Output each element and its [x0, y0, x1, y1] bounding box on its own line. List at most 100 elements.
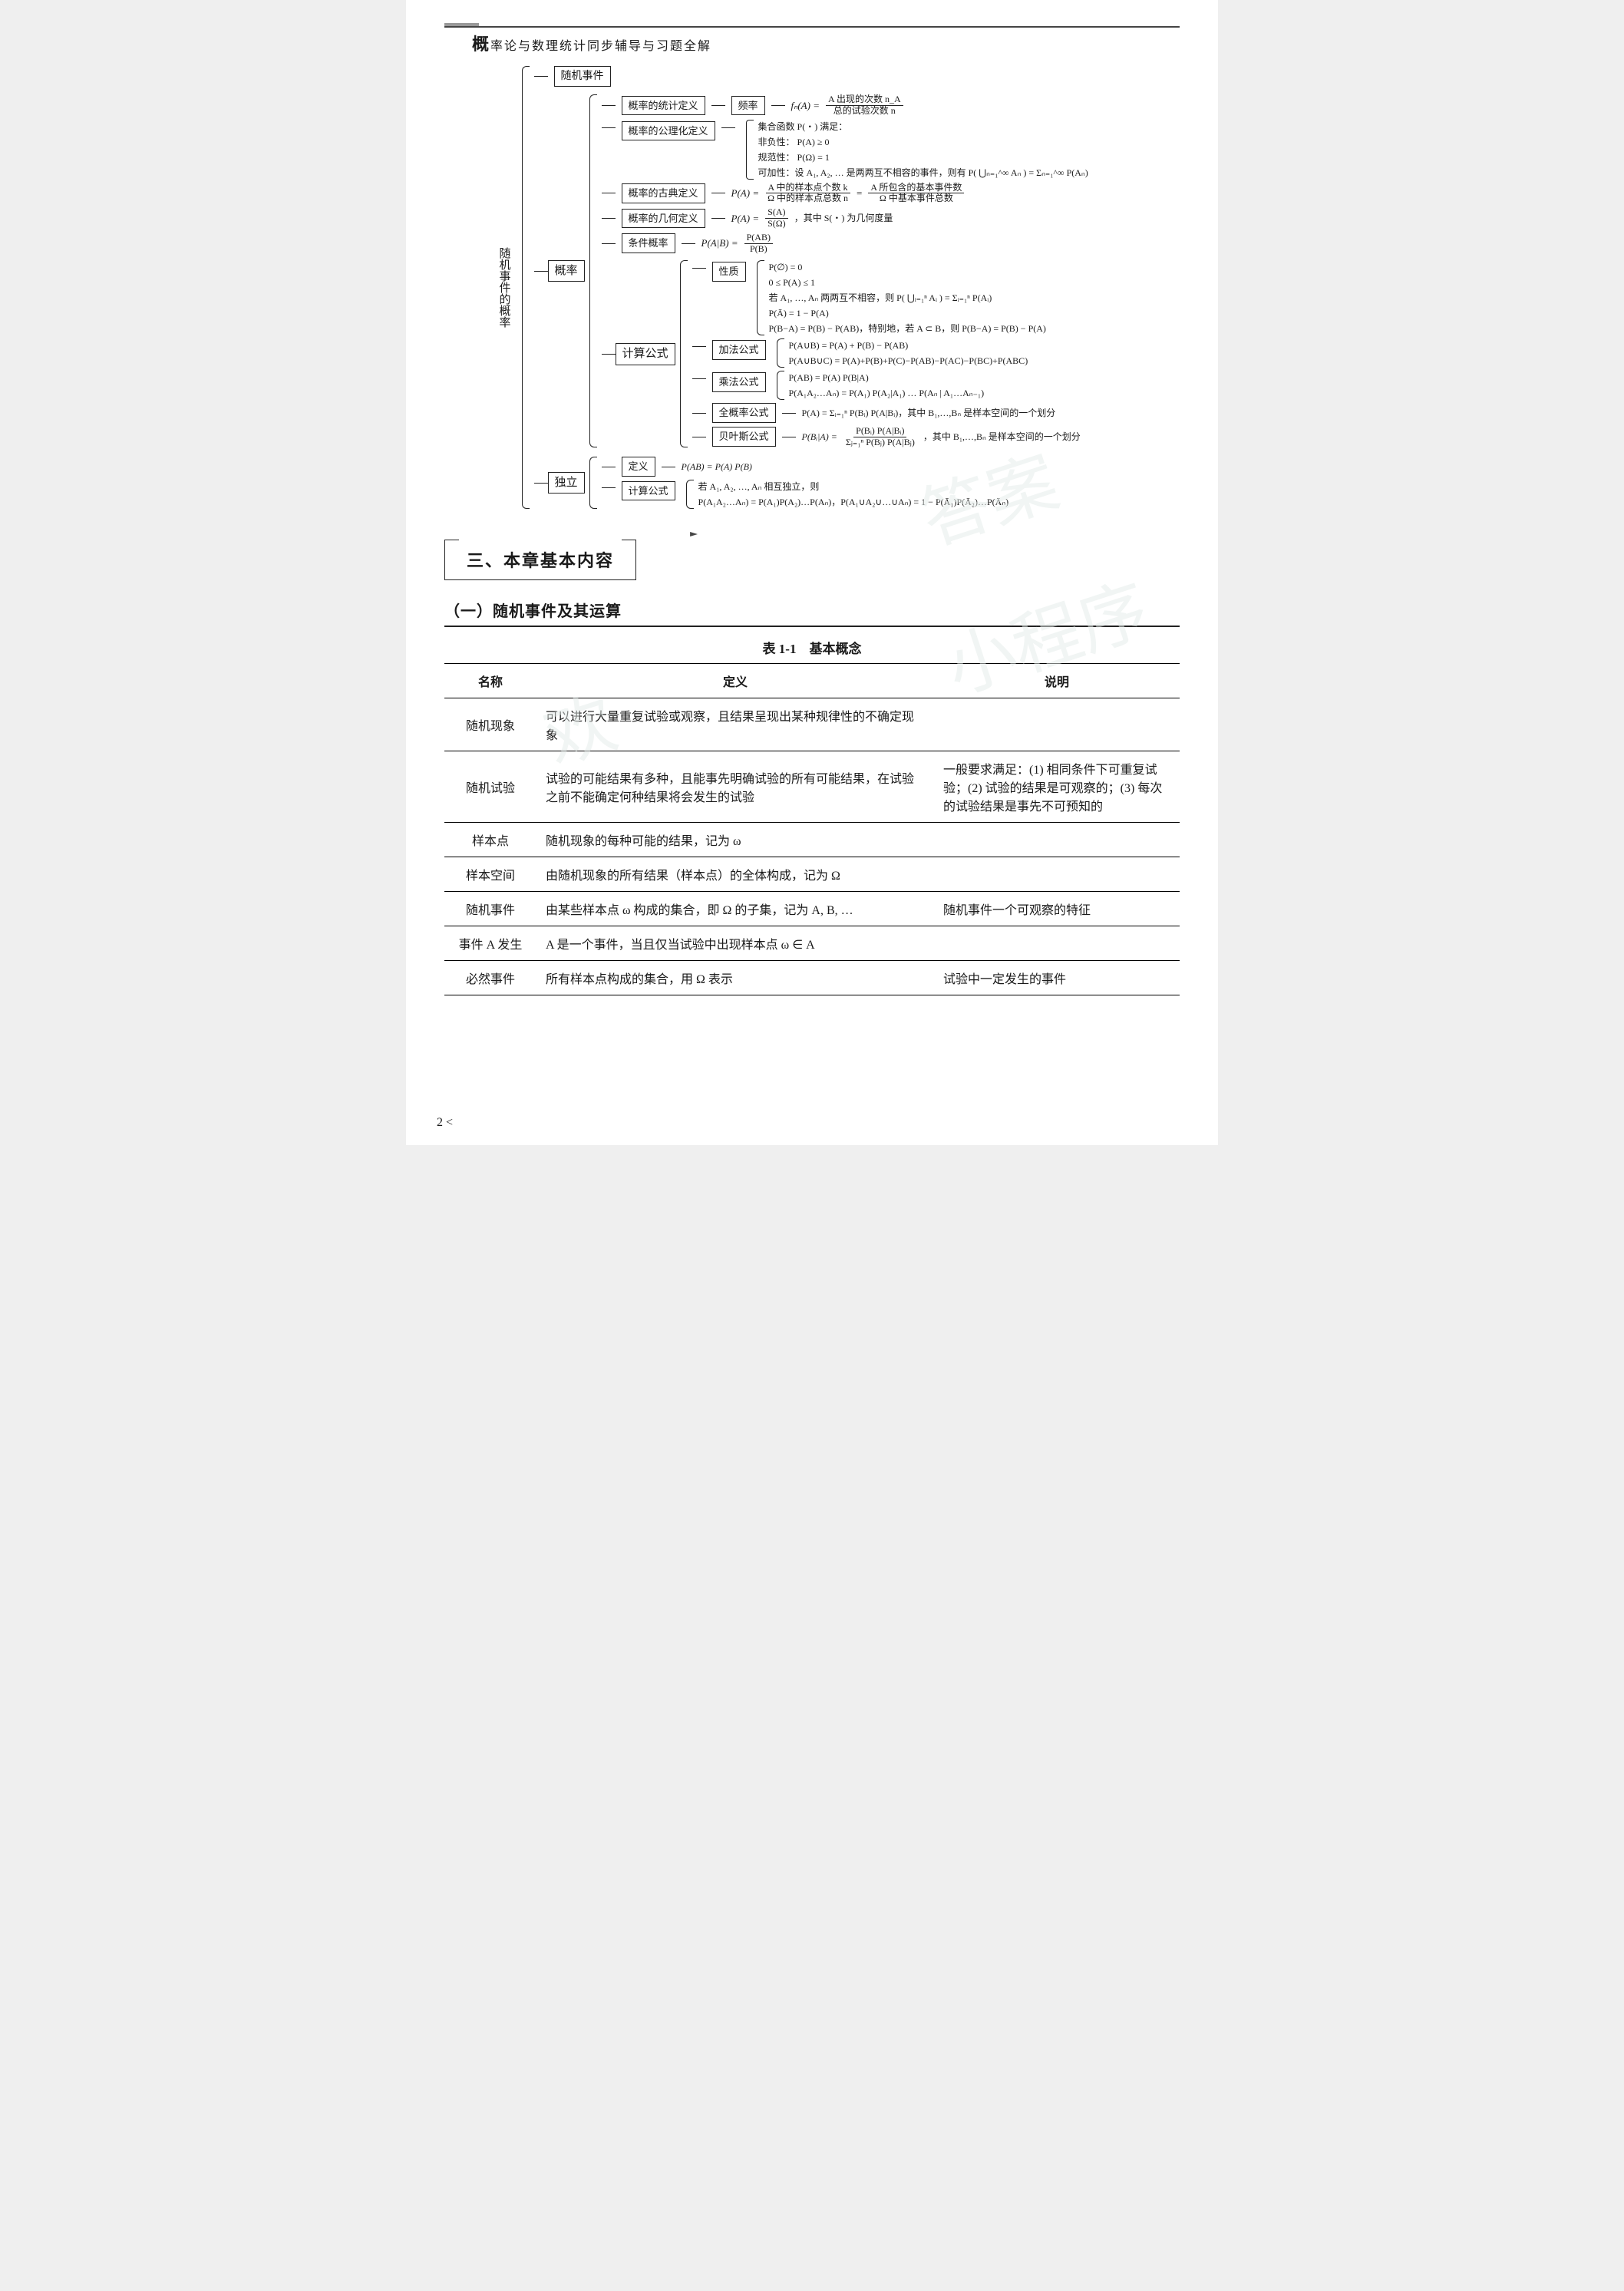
prop-3: 若 A₁, …, Aₙ 两两互不相容，则 P( ⋃ᵢ₌₁ⁿ Aᵢ ) = Σᵢ₌… — [769, 291, 1046, 305]
cell-def: 试验的可能结果有多种，且能事先明确试验的所有可能结果，在试验之前不能确定何种结果… — [536, 751, 934, 822]
bayes-den: Σⱼ₌₁ⁿ P(Bⱼ) P(A|Bⱼ) — [843, 437, 917, 448]
add-1: P(A∪B) = P(A) + P(B) − P(AB) — [789, 338, 1028, 352]
bracket — [777, 371, 784, 400]
cell-def: 随机现象的每种可能的结果，记为 ω — [536, 822, 934, 857]
cell-name: 随机现象 — [444, 698, 536, 751]
connector — [534, 483, 548, 484]
bracket — [589, 94, 597, 447]
node-geom-def: 概率的几何定义 — [622, 209, 705, 229]
node-independence: 独立 — [548, 472, 585, 494]
indep-calc-group: 若 A₁, A₂, …, Aₙ 相互独立，则 P(A₁A₂…Aₙ) = P(A₁… — [682, 480, 1009, 509]
table-row: 事件 A 发生 A 是一个事件，当且仅当试验中出现样本点 ω ∈ A — [444, 926, 1180, 960]
cell-def: 所有样本点构成的集合，用 Ω 表示 — [536, 960, 934, 995]
cell-name: 随机试验 — [444, 751, 536, 822]
indep-def-expr: P(AB) = P(A) P(B) — [682, 460, 752, 474]
cell-name: 样本点 — [444, 822, 536, 857]
connector — [711, 218, 725, 219]
bracket — [777, 338, 784, 368]
connector — [534, 271, 548, 272]
prop-group: P(∅) = 0 0 ≤ P(A) ≤ 1 若 A₁, …, Aₙ 两两互不相容… — [752, 260, 1046, 335]
cond-lhs: P(A|B) = — [701, 236, 738, 251]
connector — [771, 105, 785, 106]
freq-numerator: A 出现的次数 n_A — [826, 94, 903, 106]
geom-frac: S(A) S(Ω) — [765, 207, 788, 229]
prop-2: 0 ≤ P(A) ≤ 1 — [769, 276, 1046, 289]
cell-name: 事件 A 发生 — [444, 926, 536, 960]
cell-desc — [934, 857, 1180, 891]
node-total-prob: 全概率公式 — [712, 403, 776, 423]
bayes-lhs: P(Bᵢ|A) = — [802, 430, 837, 444]
root-label: 随机事件的概率 — [490, 66, 517, 509]
add-2: P(A∪B∪C) = P(A)+P(B)+P(C)−P(AB)−P(AC)−P(… — [789, 354, 1028, 368]
connector — [721, 127, 735, 128]
mul-2: P(A₁A₂…Aₙ) = P(A₁) P(A₂|A₁) … P(Aₙ | A₁…… — [789, 386, 985, 400]
th-name: 名称 — [444, 663, 536, 698]
section-title: 三、本章基本内容 — [444, 540, 636, 580]
bayes-num: P(Bᵢ) P(A|Bᵢ) — [853, 426, 906, 437]
axiom-group: 集合函数 P(・) 满足： 非负性： P(A) ≥ 0 规范性： P(Ω) = … — [741, 120, 1088, 180]
cond-den: P(B) — [748, 244, 770, 255]
connector — [692, 346, 706, 347]
geom-tail: ，其中 S(・) 为几何度量 — [794, 211, 893, 225]
classic-eq: = — [857, 186, 862, 201]
axiom-2: 规范性： P(Ω) = 1 — [758, 150, 1088, 164]
bayes-tail: ，其中 B₁,…,Bₙ 是样本空间的一个划分 — [923, 430, 1081, 444]
indep-c2: P(A₁A₂…Aₙ) = P(A₁)P(A₂)…P(Aₙ)，P(A₁∪A₂∪…∪… — [698, 495, 1009, 509]
table-row: 随机事件 由某些样本点 ω 构成的集合，即 Ω 的子集，记为 A, B, … 随… — [444, 891, 1180, 926]
connector — [602, 487, 616, 488]
cell-def: 由某些样本点 ω 构成的集合，即 Ω 的子集，记为 A, B, … — [536, 891, 934, 926]
node-axiom-def: 概率的公理化定义 — [622, 121, 715, 141]
running-head-prefix: 概 — [472, 35, 490, 54]
node-classic-def: 概率的古典定义 — [622, 183, 705, 203]
node-bayes: 贝叶斯公式 — [712, 427, 776, 447]
connector — [682, 243, 695, 244]
cell-name: 随机事件 — [444, 891, 536, 926]
running-head: 概率论与数理统计同步辅导与习题全解 — [472, 31, 1180, 55]
connector — [602, 243, 616, 244]
classic-den: Ω 中的样本点总数 n — [765, 193, 850, 204]
bracket — [680, 260, 688, 447]
cell-desc: 随机事件一个可观察的特征 — [934, 891, 1180, 926]
freq-denominator: 总的试验次数 n — [831, 106, 898, 117]
cell-def: A 是一个事件，当且仅当试验中出现样本点 ω ∈ A — [536, 926, 934, 960]
connector — [692, 413, 706, 414]
axiom-1: 非负性： P(A) ≥ 0 — [758, 135, 1088, 149]
node-stat-def: 概率的统计定义 — [622, 96, 705, 116]
cell-desc — [934, 926, 1180, 960]
connector — [534, 76, 548, 77]
freq-expr-lhs: fₙ(A) = — [791, 98, 820, 114]
connector — [692, 268, 706, 269]
indep-c1: 若 A₁, A₂, …, Aₙ 相互独立，则 — [698, 480, 1009, 494]
table-row: 样本点 随机现象的每种可能的结果，记为 ω — [444, 822, 1180, 857]
connector — [602, 218, 616, 219]
add-group: P(A∪B) = P(A) + P(B) − P(AB) P(A∪B∪C) = … — [772, 338, 1028, 368]
bracket — [757, 260, 764, 335]
th-def: 定义 — [536, 663, 934, 698]
page: 小程序 答案 欢 概率论与数理统计同步辅导与习题全解 随机事件的概率 随机事件 … — [406, 0, 1218, 1145]
th-desc: 说明 — [934, 663, 1180, 698]
connector — [602, 127, 616, 128]
node-random-event: 随机事件 — [554, 66, 611, 87]
cell-def: 可以进行大量重复试验或观察，且结果呈现出某种规律性的不确定现象 — [536, 698, 934, 751]
prop-4: P(Ā) = 1 − P(A) — [769, 306, 1046, 320]
axiom-3: 可加性：设 A₁, A₂, … 是两两互不相容的事件，则有 P( ⋃ₙ₌₁^∞ … — [758, 166, 1088, 180]
table-row: 样本空间 由随机现象的所有结果（样本点）的全体构成，记为 Ω — [444, 857, 1180, 891]
geom-lhs: P(A) = — [731, 211, 760, 226]
node-calc: 计算公式 — [616, 343, 675, 365]
cell-name: 样本空间 — [444, 857, 536, 891]
table-header-row: 名称 定义 说明 — [444, 663, 1180, 698]
connector — [782, 413, 796, 414]
table-title: 表 1-1 基本概念 — [444, 638, 1180, 657]
prop-1: P(∅) = 0 — [769, 260, 1046, 274]
top-rule — [444, 23, 1180, 28]
cell-desc: 一般要求满足：(1) 相同条件下可重复试验；(2) 试验的结果是可观察的；(3)… — [934, 751, 1180, 822]
node-indep-def: 定义 — [622, 457, 655, 477]
prop-5: P(B−A) = P(B) − P(AB)，特别地，若 A ⊂ B，则 P(B−… — [769, 322, 1046, 335]
node-frequency: 频率 — [731, 96, 765, 116]
table-row: 随机现象 可以进行大量重复试验或观察，且结果呈现出某种规律性的不确定现象 — [444, 698, 1180, 751]
classic-lhs: P(A) = — [731, 186, 760, 201]
cell-desc — [934, 698, 1180, 751]
cell-desc — [934, 822, 1180, 857]
connector — [602, 105, 616, 106]
node-cond-prob: 条件概率 — [622, 233, 675, 253]
